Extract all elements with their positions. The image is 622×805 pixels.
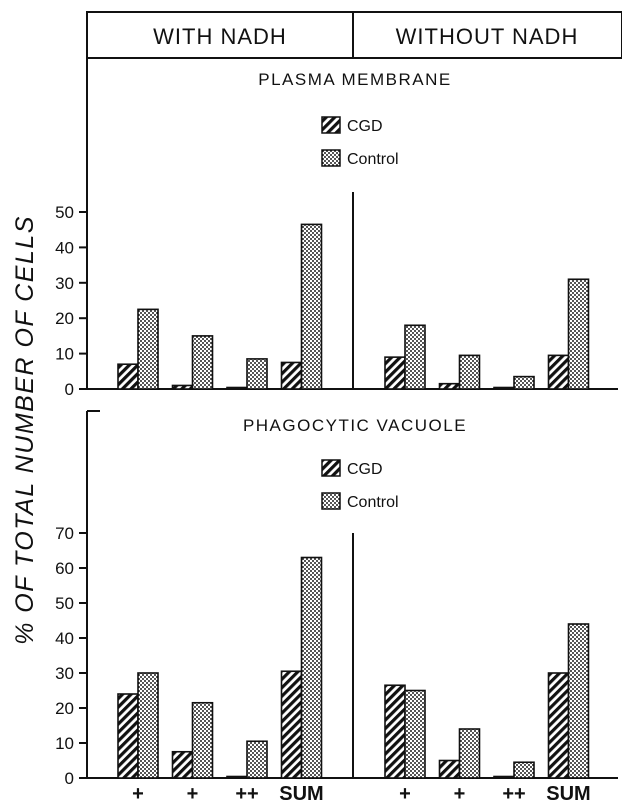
y-tick-label: 20	[55, 699, 74, 718]
bar-control	[246, 358, 268, 390]
bar-cgd	[384, 356, 406, 390]
x-category-label: +	[454, 783, 466, 805]
bar-cgd	[547, 672, 570, 779]
y-tick-label: 40	[55, 238, 74, 257]
legend-label-control: Control	[347, 151, 399, 168]
bar-control	[191, 335, 214, 390]
bar-cgd	[438, 382, 461, 390]
x-category-label: +	[187, 783, 199, 805]
y-tick-label: 30	[55, 664, 74, 683]
y-tick-label: 0	[65, 380, 74, 399]
bar-cgd	[493, 386, 515, 390]
legend-swatch-cgd	[321, 116, 341, 134]
legend-swatch-cgd	[321, 459, 341, 477]
panel-title-phagocytic-vacuole: PHAGOCYTIC VACUOLE	[243, 416, 467, 435]
legend-swatch-control	[321, 149, 341, 167]
y-tick-label: 0	[65, 769, 74, 788]
bar-cgd	[438, 759, 461, 779]
y-tick-label: 50	[55, 594, 74, 613]
x-category-label: ++	[502, 783, 525, 805]
bar-control	[404, 689, 426, 779]
header-with-nadh: WITH NADH	[153, 24, 287, 49]
legend-label-cgd: CGD	[347, 461, 383, 478]
x-category-label: +	[132, 783, 144, 805]
bar-cgd	[384, 684, 406, 779]
x-category-label: ++	[235, 783, 258, 805]
y-tick-label: 10	[55, 345, 74, 364]
header-without-nadh: WITHOUT NADH	[396, 24, 579, 49]
y-tick-label: 10	[55, 734, 74, 753]
x-category-label: SUM	[279, 783, 323, 805]
legend-label-cgd: CGD	[347, 118, 383, 135]
bar-control	[458, 354, 481, 390]
bar-cgd	[226, 775, 248, 779]
bar-control	[567, 278, 590, 390]
x-category-label: +	[399, 783, 411, 805]
bar-cgd	[117, 363, 139, 390]
y-tick-label: 30	[55, 274, 74, 293]
bar-cgd	[280, 361, 303, 390]
bar-control	[567, 623, 590, 779]
y-tick-label: 60	[55, 559, 74, 578]
bar-cgd	[226, 386, 248, 390]
bar-cgd	[171, 750, 194, 779]
y-axis-label: % OF TOTAL NUMBER OF CELLS	[11, 215, 39, 645]
bar-control	[246, 740, 268, 779]
bar-cgd	[171, 384, 194, 390]
bar-control	[137, 308, 159, 390]
bar-control	[404, 324, 426, 390]
header-box-right	[352, 11, 622, 59]
panel-title-plasma-membrane: PLASMA MEMBRANE	[258, 70, 452, 89]
bar-control	[300, 223, 323, 390]
bar-control	[300, 556, 323, 779]
bar-control	[513, 761, 535, 779]
y-tick-label: 40	[55, 629, 74, 648]
y-tick-label: 50	[55, 203, 74, 222]
bar-cgd	[493, 775, 515, 779]
bar-control	[137, 672, 159, 779]
y-tick-label: 20	[55, 309, 74, 328]
bar-control	[191, 701, 214, 779]
bar-control	[458, 728, 481, 779]
legend-swatch-control	[321, 492, 341, 510]
x-category-label: SUM	[546, 783, 590, 805]
bar-cgd	[547, 354, 570, 390]
bar-cgd	[117, 693, 139, 779]
legend-label-control: Control	[347, 494, 399, 511]
bar-cgd	[280, 670, 303, 779]
bar-control	[513, 375, 535, 390]
y-tick-label: 70	[55, 524, 74, 543]
